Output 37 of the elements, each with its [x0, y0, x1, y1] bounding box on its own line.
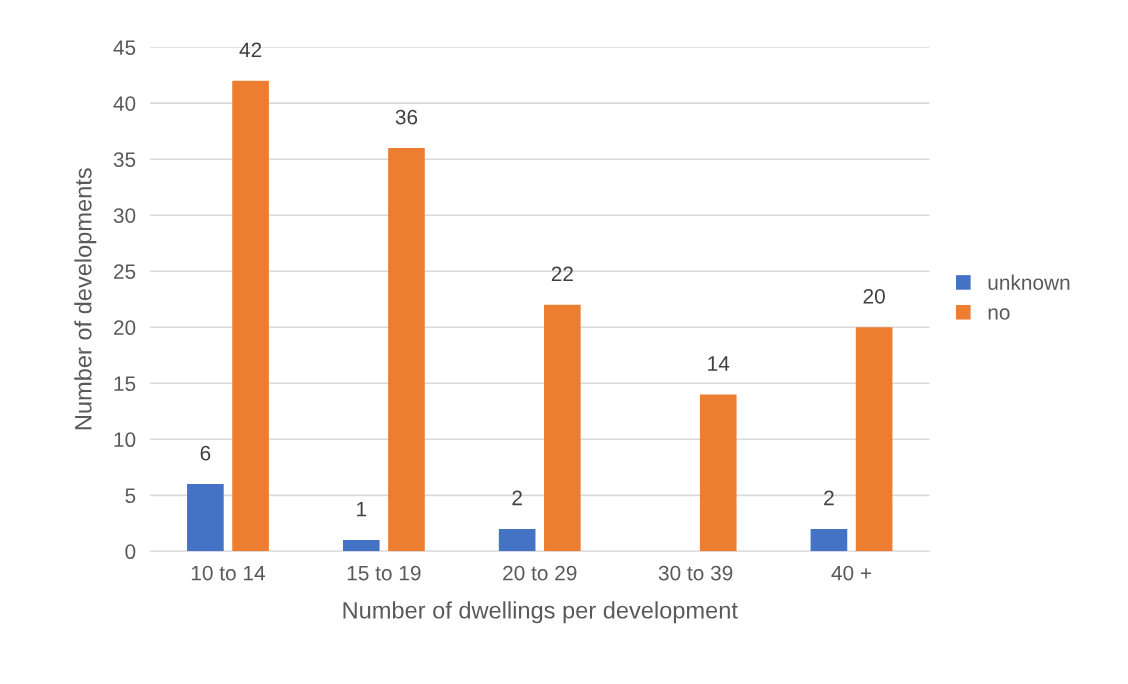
y-tick-label: 40: [113, 96, 136, 111]
data-label: 6: [200, 445, 211, 461]
legend-label: unknown: [988, 274, 1070, 290]
data-label: 42: [239, 42, 262, 58]
bar: [544, 304, 581, 552]
bar: [232, 80, 269, 552]
y-axis-title: Number of developments: [74, 168, 97, 430]
data-label: 2: [824, 490, 834, 506]
y-tick-label: 25: [114, 264, 136, 279]
bar: [342, 540, 380, 552]
bar: [855, 327, 893, 552]
x-axis-title: Number of dwellings per development: [343, 601, 738, 624]
y-tick-label: 10: [114, 432, 136, 448]
y-tick-label: 0: [125, 544, 136, 560]
y-tick-label: 20: [114, 320, 136, 336]
y-tick-label: 45: [113, 40, 136, 55]
data-label: 2: [512, 490, 522, 506]
y-tick-label: 5: [125, 488, 136, 504]
y-tick-label: 15: [114, 376, 136, 392]
data-label: 20: [863, 288, 885, 304]
x-tick-label: 30 to 39: [658, 565, 733, 581]
data-label: 22: [551, 266, 573, 282]
bar: [388, 148, 425, 552]
bar: [810, 528, 848, 552]
bar: [498, 528, 536, 552]
data-label: 36: [395, 109, 418, 125]
bar: [187, 484, 224, 552]
legend-label: no: [988, 308, 1010, 320]
x-tick-label: 40 +: [831, 565, 872, 581]
bar: [699, 394, 737, 552]
y-tick-label: 30: [113, 208, 136, 223]
data-label: 1: [357, 502, 367, 517]
x-tick-label: 10 to 14: [191, 565, 266, 581]
data-label: 14: [708, 356, 730, 371]
y-tick-label: 35: [113, 152, 136, 167]
x-tick-label: 20 to 29: [503, 565, 577, 581]
x-tick-label: 15 to 19: [347, 565, 421, 581]
